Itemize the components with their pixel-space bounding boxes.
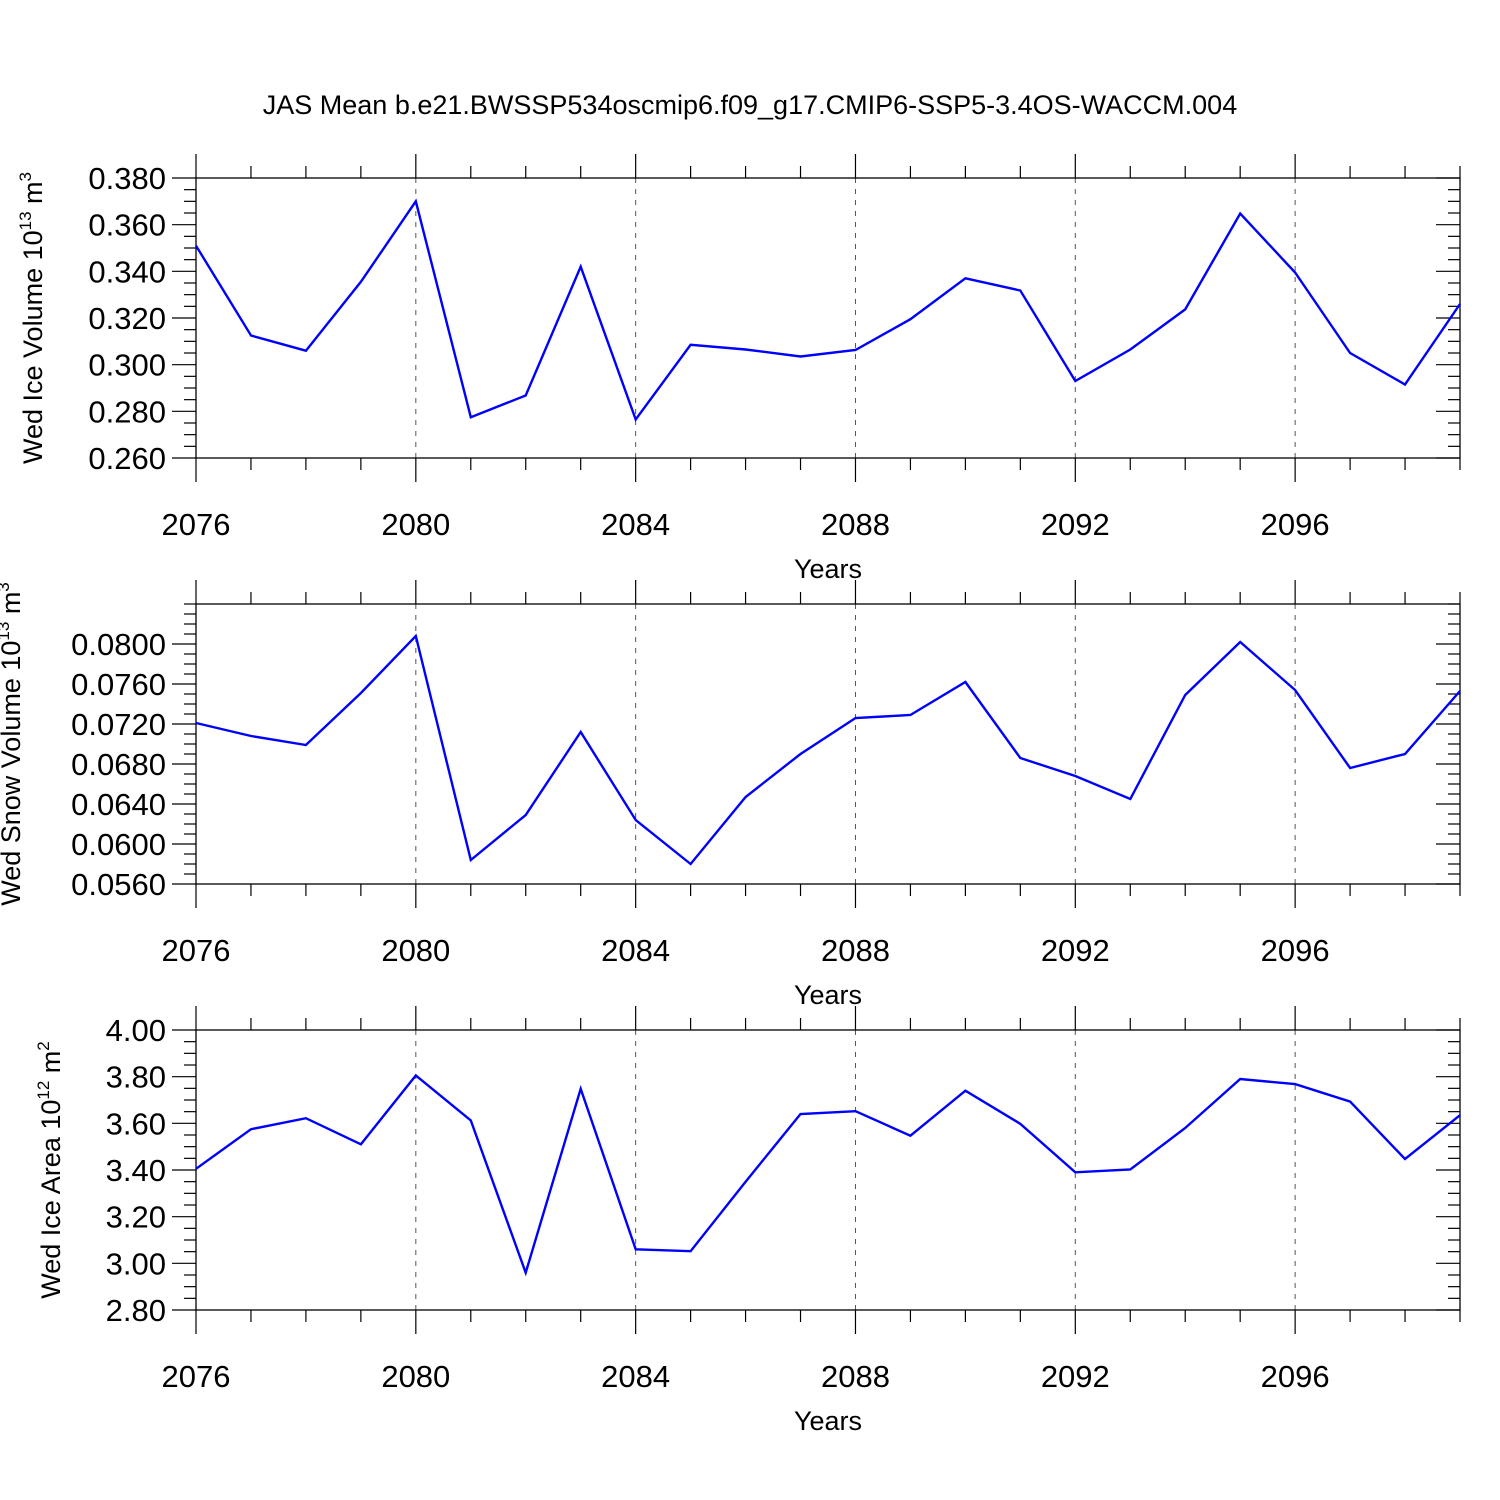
x-tick-label: 2084 [601, 933, 670, 968]
y-tick-label: 3.20 [106, 1200, 166, 1235]
x-tick-label: 2076 [162, 507, 231, 542]
y-axis-label-unit: m [18, 181, 48, 211]
x-tick-label: 2096 [1261, 507, 1330, 542]
y-axis-label-exponent: 13 [16, 211, 35, 230]
plot-frame [195, 603, 1461, 885]
x-tick-label: 2080 [381, 507, 450, 542]
y-tick-label: 0.320 [88, 301, 166, 336]
y-axis-label-unit: m [36, 1051, 66, 1081]
y-axis-label-unit-exponent: 3 [0, 582, 13, 591]
y-tick-label: 2.80 [106, 1293, 166, 1328]
y-tick-label: 0.0680 [71, 747, 166, 782]
series-line [194, 198, 1461, 423]
x-tick-label: 2076 [162, 1359, 231, 1394]
x-tick-label: 2076 [162, 933, 231, 968]
y-tick-label: 3.60 [106, 1106, 166, 1141]
y-tick-label: 0.0800 [71, 627, 166, 662]
y-tick-label: 0.380 [88, 161, 166, 196]
y-tick-label: 0.0640 [71, 787, 166, 822]
x-axis-label: Years [794, 980, 862, 1010]
y-tick-label: 0.260 [88, 441, 166, 476]
y-tick-label: 0.0720 [71, 707, 166, 742]
x-tick-label: 2092 [1041, 507, 1110, 542]
y-tick-label: 0.300 [88, 348, 166, 383]
y-tick-label: 0.0760 [71, 667, 166, 702]
x-axis-label: Years [794, 1406, 862, 1436]
y-axis-label-exponent: 12 [34, 1081, 53, 1100]
y-tick-label: 0.0600 [71, 827, 166, 862]
y-axis-label-main: Wed Snow Volume 10 [0, 641, 26, 906]
x-tick-label: 2092 [1041, 1359, 1110, 1394]
x-tick-label: 2088 [821, 507, 890, 542]
x-tick-label: 2084 [601, 1359, 670, 1394]
y-tick-label: 3.80 [106, 1060, 166, 1095]
x-tick-label: 2096 [1261, 1359, 1330, 1394]
y-axis-label-main: Wed Ice Area 10 [36, 1100, 66, 1299]
series-line [195, 633, 1461, 866]
y-tick-label: 3.00 [106, 1246, 166, 1281]
plot-frame [195, 1029, 1461, 1311]
panel-1: 0.260 0.280 0.300 0.320 0.340 0.360 0.380 2076 2… [16, 154, 1461, 584]
x-tick-label: 2080 [381, 933, 450, 968]
x-tick-label: 2096 [1261, 933, 1330, 968]
y-tick-label: 4.00 [106, 1013, 166, 1048]
x-tick-label: 2084 [601, 507, 670, 542]
y-axis-label: Wed Ice Area 1012 m2 [34, 1041, 66, 1299]
panel-2: 0.0560 0.0600 0.0640 0.0680 0.0720 0.0760 0.08… [0, 580, 1461, 1010]
y-axis-label-unit-exponent: 3 [16, 172, 35, 181]
figure-title: JAS Mean b.e21.BWSSP534oscmip6.f09_g17.C… [263, 90, 1237, 120]
y-tick-label: 3.40 [106, 1153, 166, 1188]
panel-3: 2.80 3.00 3.20 3.40 3.60 3.80 4.00 2076 2080 2084… [34, 1006, 1461, 1436]
y-axis-label: Wed Snow Volume 1013 m3 [0, 582, 26, 906]
y-tick-label: 0.360 [88, 208, 166, 243]
series-line [195, 1073, 1461, 1277]
y-axis-label: Wed Ice Volume 1013 m3 [16, 172, 48, 464]
plot-frame [195, 177, 1461, 459]
x-axis-label: Years [794, 554, 862, 584]
y-axis-label-unit-exponent: 2 [34, 1041, 53, 1050]
y-tick-label: 0.0560 [71, 867, 166, 902]
y-axis-label-main: Wed Ice Volume 10 [18, 230, 48, 464]
y-axis-label-exponent: 13 [0, 622, 13, 641]
x-tick-label: 2088 [821, 1359, 890, 1394]
y-tick-label: 0.340 [88, 254, 166, 289]
x-tick-label: 2088 [821, 933, 890, 968]
y-axis-label-unit: m [0, 592, 26, 622]
x-tick-label: 2092 [1041, 933, 1110, 968]
x-tick-label: 2080 [381, 1359, 450, 1394]
y-tick-label: 0.280 [88, 394, 166, 429]
